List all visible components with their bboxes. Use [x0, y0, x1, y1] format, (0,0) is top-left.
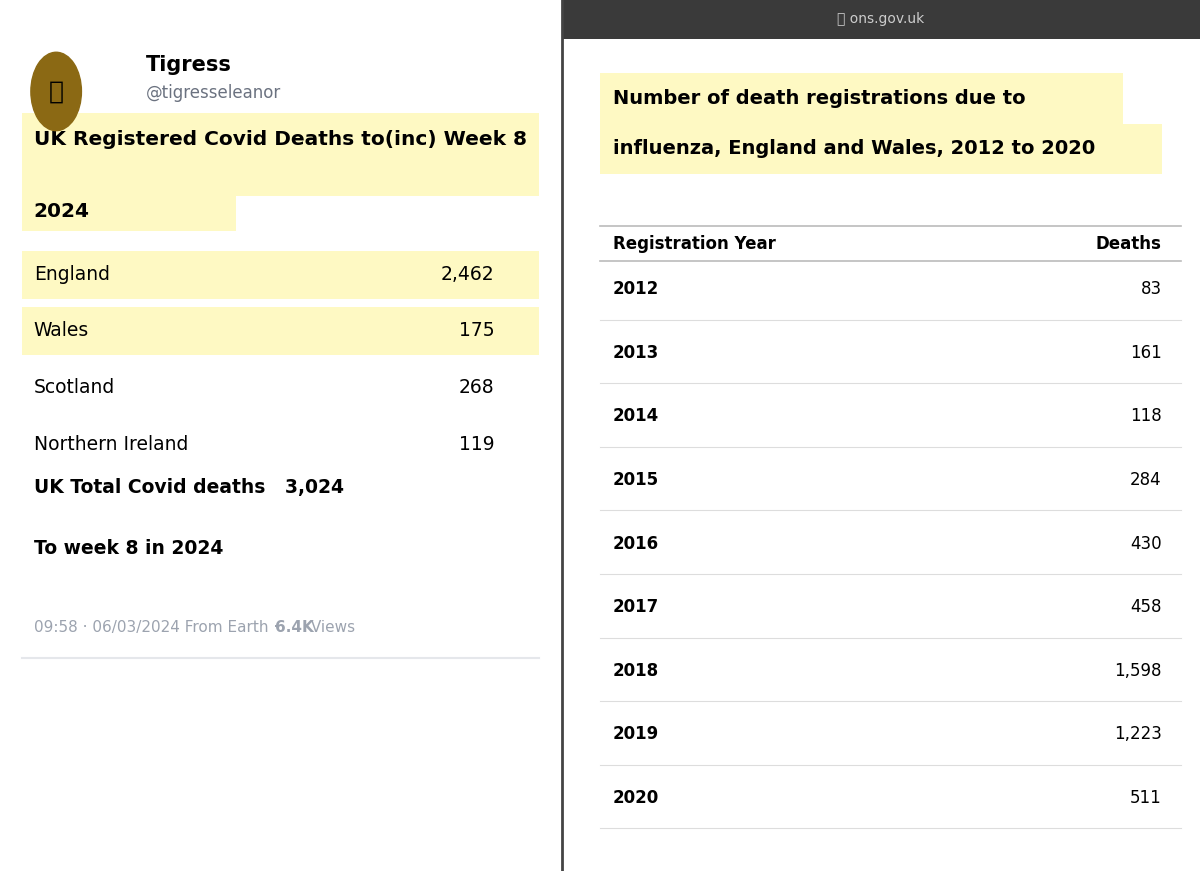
Text: 2014: 2014	[613, 408, 659, 425]
Text: 2019: 2019	[613, 726, 659, 743]
Text: 284: 284	[1130, 471, 1162, 489]
FancyBboxPatch shape	[23, 113, 539, 196]
Text: 511: 511	[1130, 789, 1162, 807]
Text: 2012: 2012	[613, 280, 659, 298]
Circle shape	[31, 52, 82, 131]
Text: 175: 175	[458, 321, 494, 341]
FancyBboxPatch shape	[562, 0, 1200, 39]
Text: 2016: 2016	[613, 535, 659, 552]
FancyBboxPatch shape	[23, 307, 539, 355]
Text: Northern Ireland: Northern Ireland	[34, 435, 188, 454]
Text: 2020: 2020	[613, 789, 659, 807]
Text: 268: 268	[458, 378, 494, 397]
Text: 2024: 2024	[34, 202, 90, 221]
Text: 1,223: 1,223	[1114, 726, 1162, 743]
Text: England: England	[34, 265, 109, 284]
Text: 09:58 · 06/03/2024 From Earth ·: 09:58 · 06/03/2024 From Earth ·	[34, 619, 283, 635]
FancyBboxPatch shape	[600, 73, 1123, 124]
Text: 119: 119	[458, 435, 494, 454]
Text: Tigress: Tigress	[146, 56, 232, 75]
Text: 6.4K: 6.4K	[275, 619, 314, 635]
Text: 430: 430	[1130, 535, 1162, 552]
Text: Views: Views	[306, 619, 355, 635]
Text: 2017: 2017	[613, 598, 659, 616]
Text: 2015: 2015	[613, 471, 659, 489]
Text: influenza, England and Wales, 2012 to 2020: influenza, England and Wales, 2012 to 20…	[613, 139, 1094, 159]
Text: Deaths: Deaths	[1096, 235, 1162, 253]
Text: To week 8 in 2024: To week 8 in 2024	[34, 539, 223, 558]
Text: Wales: Wales	[34, 321, 89, 341]
Text: 161: 161	[1130, 344, 1162, 361]
Text: 118: 118	[1130, 408, 1162, 425]
FancyBboxPatch shape	[600, 124, 1162, 174]
Text: 2018: 2018	[613, 662, 659, 679]
Text: 83: 83	[1140, 280, 1162, 298]
Text: UK Registered Covid Deaths to(inc) Week 8: UK Registered Covid Deaths to(inc) Week …	[34, 130, 527, 149]
Text: Registration Year: Registration Year	[613, 235, 775, 253]
Text: Number of death registrations due to: Number of death registrations due to	[613, 89, 1025, 108]
Text: 1,598: 1,598	[1114, 662, 1162, 679]
Text: @tigresseleanor: @tigresseleanor	[146, 84, 281, 102]
FancyBboxPatch shape	[23, 251, 539, 299]
Text: 🔒 ons.gov.uk: 🔒 ons.gov.uk	[838, 12, 924, 26]
Text: UK Total Covid deaths   3,024: UK Total Covid deaths 3,024	[34, 478, 343, 497]
Text: 🐯: 🐯	[49, 79, 64, 104]
FancyBboxPatch shape	[23, 194, 236, 231]
Text: 458: 458	[1130, 598, 1162, 616]
Text: 2,462: 2,462	[440, 265, 494, 284]
Text: Scotland: Scotland	[34, 378, 115, 397]
Text: 2013: 2013	[613, 344, 659, 361]
